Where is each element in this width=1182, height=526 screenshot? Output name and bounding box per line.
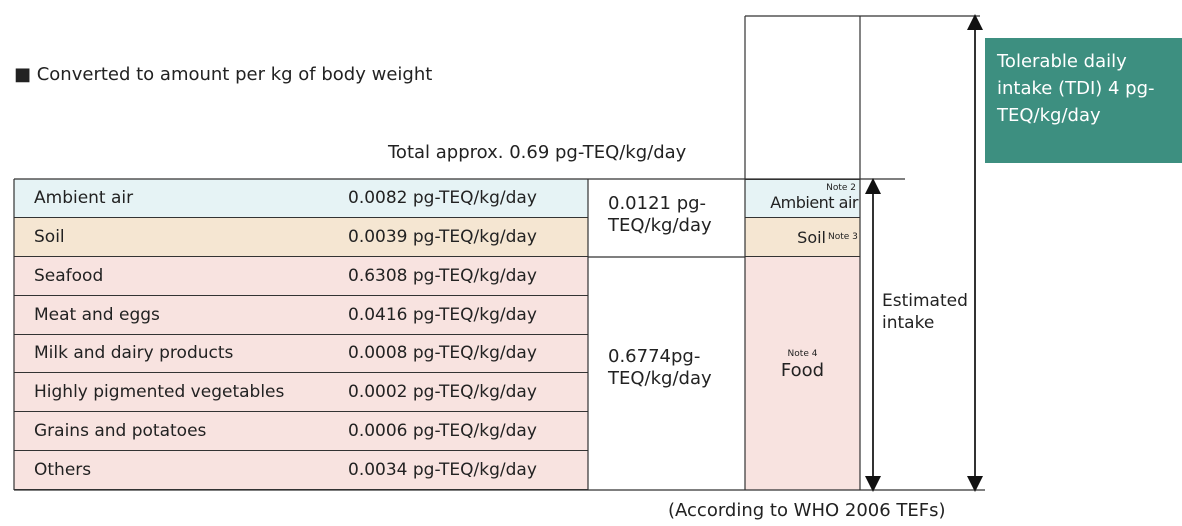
total: Total approx. 0.69 pg-TEQ/kg/day xyxy=(388,142,687,163)
subtotal: 0.0121 pg-TEQ/kg/day xyxy=(608,193,712,236)
name-cell: Others xyxy=(14,451,340,490)
name-cell: Seafood xyxy=(14,256,340,296)
value-cell: 0.0034 pg-TEQ/kg/day xyxy=(340,451,588,490)
bar-food xyxy=(745,257,860,490)
bar-ambient xyxy=(745,179,860,218)
value-cell: 0.6308 pg-TEQ/kg/day xyxy=(340,256,588,296)
bar-label: Ambient air xyxy=(770,193,858,212)
value-cell: 0.0082 pg-TEQ/kg/day xyxy=(340,179,588,218)
name-cell: Soil xyxy=(14,217,340,257)
tdi-box: Tolerable daily intake (TDI) 4 pg-TEQ/kg… xyxy=(985,38,1182,163)
name-cell: Milk and dairy products xyxy=(14,334,340,374)
subtotal: 0.6774pg-TEQ/kg/day xyxy=(608,346,712,389)
bar-label: Food xyxy=(780,360,825,381)
value-cell: 0.0002 pg-TEQ/kg/day xyxy=(340,373,588,413)
note: Note 4 xyxy=(787,349,818,359)
name-cell: Highly pigmented vegetables xyxy=(14,373,340,413)
name-cell: Ambient air xyxy=(14,179,340,218)
value-cell: 0.0006 pg-TEQ/kg/day xyxy=(340,412,588,452)
estimated-label: Estimated intake xyxy=(882,291,968,333)
source: (According to WHO 2006 TEFs) xyxy=(668,500,946,521)
bar-label: Soil xyxy=(797,228,826,247)
value-cell: 0.0416 pg-TEQ/kg/day xyxy=(340,295,588,335)
note: Note 2 xyxy=(826,183,856,193)
bar-soil xyxy=(745,218,860,257)
name-cell: Meat and eggs xyxy=(14,295,340,335)
note: Note 3 xyxy=(828,232,858,242)
heading: ■ Converted to amount per kg of body wei… xyxy=(14,64,433,85)
value-cell: 0.0008 pg-TEQ/kg/day xyxy=(340,334,588,374)
name-cell: Grains and potatoes xyxy=(14,412,340,452)
value-cell: 0.0039 pg-TEQ/kg/day xyxy=(340,217,588,257)
